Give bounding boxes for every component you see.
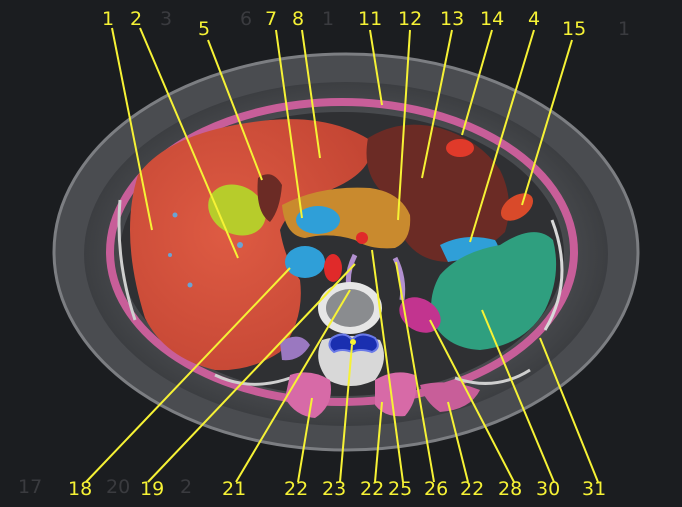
label-30: 30 xyxy=(536,478,561,500)
label-21: 21 xyxy=(222,478,247,500)
abdominal-wall-muscle xyxy=(106,98,578,406)
label-14: 14 xyxy=(480,8,505,30)
label-23: 23 xyxy=(322,478,347,500)
paraspinal-muscle-right xyxy=(285,372,331,418)
portal-vein xyxy=(296,206,340,234)
label-2: 2 xyxy=(130,8,143,30)
label-26: 26 xyxy=(424,478,449,500)
label-28: 28 xyxy=(498,478,523,500)
label-31: 31 xyxy=(582,478,607,500)
sma xyxy=(356,232,368,244)
label-12: 12 xyxy=(398,8,423,30)
label-25: 25 xyxy=(388,478,413,500)
label-22: 22 xyxy=(284,478,309,500)
label-7: 7 xyxy=(265,8,278,30)
colon-flexure xyxy=(446,139,474,157)
label-19: 19 xyxy=(140,478,165,500)
left-kidney xyxy=(399,297,441,333)
ghost-label: 17 xyxy=(18,476,43,498)
splenic-vessel xyxy=(500,193,534,221)
label-22: 22 xyxy=(460,478,485,500)
ivc xyxy=(285,246,325,278)
leader-lines xyxy=(85,27,599,483)
aorta xyxy=(324,254,342,282)
label-22: 22 xyxy=(360,478,385,500)
liver xyxy=(130,119,372,371)
spleen xyxy=(431,232,557,350)
ghost-label: 1 xyxy=(618,18,631,40)
label-4: 4 xyxy=(528,8,541,30)
label-11: 11 xyxy=(358,8,383,30)
label-18: 18 xyxy=(68,478,93,500)
ghost-label: 3 xyxy=(160,8,173,30)
paraspinal-muscle-left xyxy=(375,372,417,417)
label-13: 13 xyxy=(440,8,465,30)
ghost-label: 20 xyxy=(106,476,131,498)
label-5: 5 xyxy=(198,18,211,40)
ghost-label: 6 xyxy=(240,8,253,30)
label-15: 15 xyxy=(562,18,587,40)
label-8: 8 xyxy=(292,8,305,30)
ghost-label: 1 xyxy=(322,8,335,30)
ghost-label: 2 xyxy=(180,476,193,498)
label-1: 1 xyxy=(102,8,115,30)
